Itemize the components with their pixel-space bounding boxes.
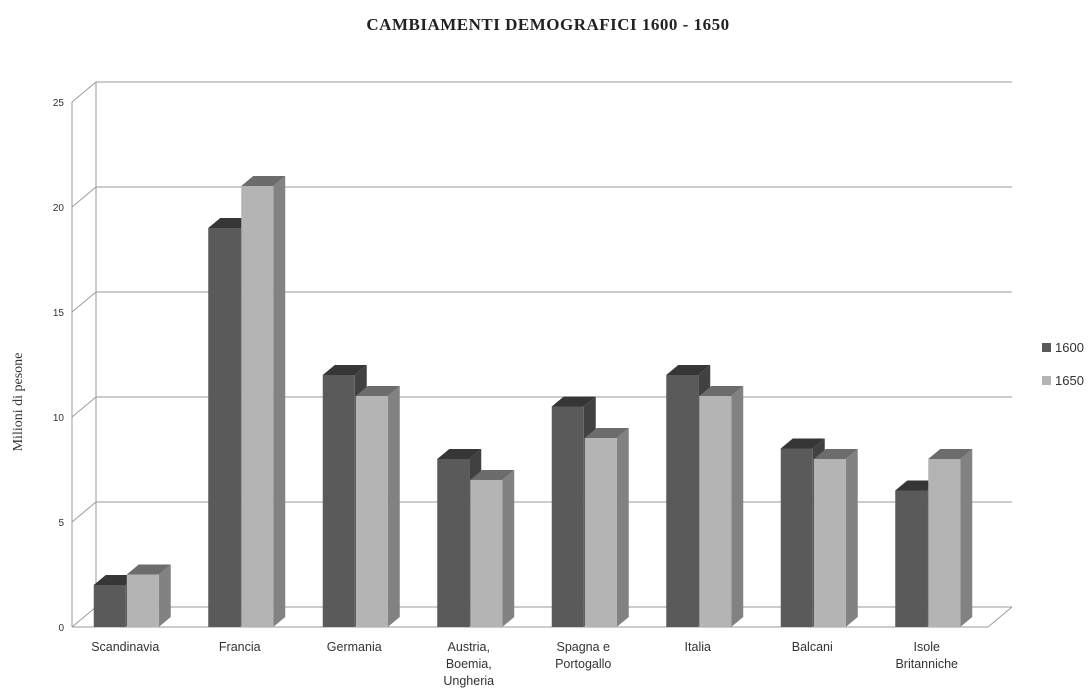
bar-front-face (470, 480, 503, 627)
bar-side-face (273, 176, 286, 627)
gridline-side (71, 606, 97, 628)
category-label: Isole Britanniche (895, 640, 958, 671)
bar-front-face (584, 438, 617, 627)
gridline-side (71, 396, 97, 418)
bar (470, 470, 515, 627)
category-label: Balcani (792, 640, 833, 654)
bar-front-face (666, 375, 699, 627)
bar-front-face (780, 448, 813, 627)
y-tick-label: 5 (58, 518, 64, 529)
legend-swatch (1042, 376, 1051, 385)
floor-right-edge (987, 606, 1013, 628)
legend-label: 1650 (1055, 373, 1084, 388)
bar-top-face (780, 438, 825, 449)
bar-front-face (928, 459, 961, 627)
bar-top-face (437, 449, 482, 459)
bar-side-face (616, 428, 629, 627)
bars (93, 176, 973, 627)
bar (241, 176, 286, 627)
category-label: Spagna e Portogallo (555, 640, 611, 671)
category-label: Germania (327, 640, 382, 654)
bar-top-face (126, 564, 171, 575)
bar-top-face (241, 176, 286, 186)
bar-top-face (928, 449, 973, 459)
bar-front-face (551, 406, 584, 627)
bar-top-face (355, 386, 400, 396)
category-labels: Scandinavia Francia Germania Austria, Boemia… (91, 640, 958, 688)
bar-side-face (158, 564, 171, 627)
bar-side-face (502, 470, 515, 627)
y-tick-label: 20 (53, 203, 65, 214)
bar-front-face (322, 375, 355, 627)
legend-swatch (1042, 343, 1051, 352)
bar-front-face (93, 585, 126, 627)
y-tick-label: 10 (53, 413, 65, 424)
bar-top-face (813, 449, 858, 459)
bar-side-face (731, 386, 744, 627)
legend-label: 1600 (1055, 340, 1084, 355)
gridline-side (71, 81, 97, 103)
bar-front-face (895, 490, 928, 627)
bar-front-face (355, 396, 388, 627)
bar (584, 428, 629, 627)
bar-side-face (845, 449, 858, 627)
bar (928, 449, 973, 627)
y-tick-labels: 0 5 10 15 20 25 (53, 98, 65, 634)
bar-front-face (437, 459, 470, 627)
gridline-side (71, 291, 97, 313)
bar-top-face (666, 365, 711, 375)
y-axis-label: Milioni di pesone (11, 353, 26, 452)
gridline-side (71, 186, 97, 208)
bar (699, 386, 744, 627)
bar (355, 386, 400, 627)
bar-top-face (699, 386, 744, 396)
legend: 1600 1650 (1042, 340, 1084, 388)
y-tick-label: 0 (58, 623, 64, 634)
bar-top-face (322, 365, 367, 375)
category-label: Austria, Boemia, Ungheria (443, 640, 494, 688)
y-tick-label: 15 (53, 308, 65, 319)
bar-side-face (960, 449, 973, 627)
bar-top-face (584, 428, 629, 438)
bar-front-face (699, 396, 732, 627)
gridline-side (71, 501, 97, 523)
category-label: Italia (685, 640, 711, 654)
y-tick-label: 25 (53, 98, 65, 109)
bar-front-face (126, 574, 159, 627)
bar-front-face (241, 186, 274, 627)
bar (126, 564, 171, 627)
chart-title: CAMBIAMENTI DEMOGRAFICI 1600 - 1650 (366, 15, 729, 34)
bar (813, 449, 858, 627)
bar-top-face (551, 396, 596, 407)
category-label: Scandinavia (91, 640, 159, 654)
bar-front-face (813, 459, 846, 627)
category-label: Francia (219, 640, 261, 654)
bar-front-face (208, 228, 241, 627)
bar-side-face (387, 386, 400, 627)
bar-top-face (470, 470, 515, 480)
